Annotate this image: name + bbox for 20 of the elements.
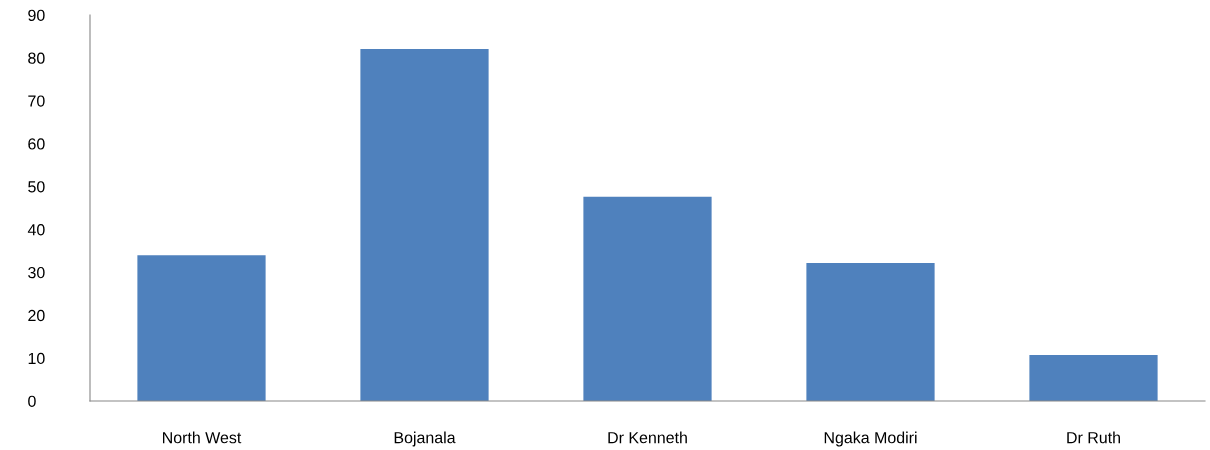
bar [1029,355,1158,401]
y-tick-label: 0 [28,395,36,407]
y-tick-label: 90 [28,9,45,21]
x-tick-label: North West [163,431,242,444]
y-tick-label: 50 [28,181,45,193]
x-tick-label: Ngaka Modiri [824,431,917,447]
y-tick-label: 30 [28,266,45,279]
y-tick-label: 60 [28,138,45,150]
x-tick-label: Dr Ruth [1067,431,1120,444]
x-tick-label: Dr Kenneth [608,431,687,444]
bar [583,196,712,401]
y-tick-label: 20 [28,309,45,322]
x-tick-label: Bojanala [394,431,456,447]
y-tick-label: 80 [28,52,45,64]
bar [360,48,489,401]
y-tick-label: 70 [28,95,45,107]
bar [137,255,266,401]
y-tick-label: 40 [27,224,45,236]
bar [806,262,935,401]
y-tick-label: 10 [28,352,45,365]
